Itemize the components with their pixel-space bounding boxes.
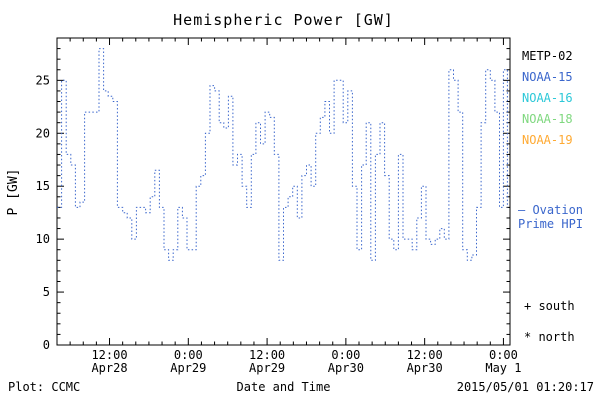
x-tick-time: 0:00	[174, 348, 203, 362]
y-tick-label: 20	[36, 126, 50, 140]
x-tick-time: 12:00	[249, 348, 285, 362]
satellite-legend: METP-02 NOAA-15 NOAA-16 NOAA-18 NOAA-19	[522, 46, 573, 151]
south-marker-label: + south	[524, 299, 575, 313]
y-tick-label: 15	[36, 179, 50, 193]
legend-item-noaa19: NOAA-19	[522, 133, 573, 147]
hpi-line	[57, 48, 508, 261]
x-axis-label: Date and Time	[236, 380, 331, 394]
y-tick-label: 25	[36, 73, 50, 87]
x-tick-date: Apr30	[328, 361, 364, 375]
timestamp: 2015/05/01 01:20:17	[456, 380, 594, 394]
x-tick-date: Apr28	[91, 361, 127, 375]
y-tick-label: 5	[43, 285, 50, 299]
ovation-label-line2: Prime HPI	[518, 217, 584, 231]
north-marker-label: * north	[524, 330, 575, 344]
y-tick-label: 10	[36, 232, 50, 246]
x-tick-time: 12:00	[407, 348, 443, 362]
axes-box	[56, 37, 511, 346]
x-tick-date: Apr29	[249, 361, 285, 375]
x-tick-time: 0:00	[489, 348, 518, 362]
x-tick-date: Apr30	[407, 361, 443, 375]
plot-credit: Plot: CCMC	[8, 380, 81, 394]
x-tick-date: Apr29	[170, 361, 206, 375]
x-tick-date: May 1	[485, 361, 521, 375]
x-tick-time: 0:00	[331, 348, 360, 362]
ovation-label-line1: — Ovation	[518, 203, 584, 217]
ovation-prime-label: — Ovation Prime HPI	[518, 203, 583, 231]
legend-item-noaa15: NOAA-15	[522, 70, 573, 84]
chart-title: Hemispheric Power [GW]	[173, 11, 394, 29]
y-tick-label: 0	[43, 338, 50, 352]
x-tick-time: 12:00	[91, 348, 127, 362]
legend-item-noaa16: NOAA-16	[522, 91, 573, 105]
legend-item-noaa18: NOAA-18	[522, 112, 573, 126]
legend-item-metp02: METP-02	[522, 49, 573, 63]
